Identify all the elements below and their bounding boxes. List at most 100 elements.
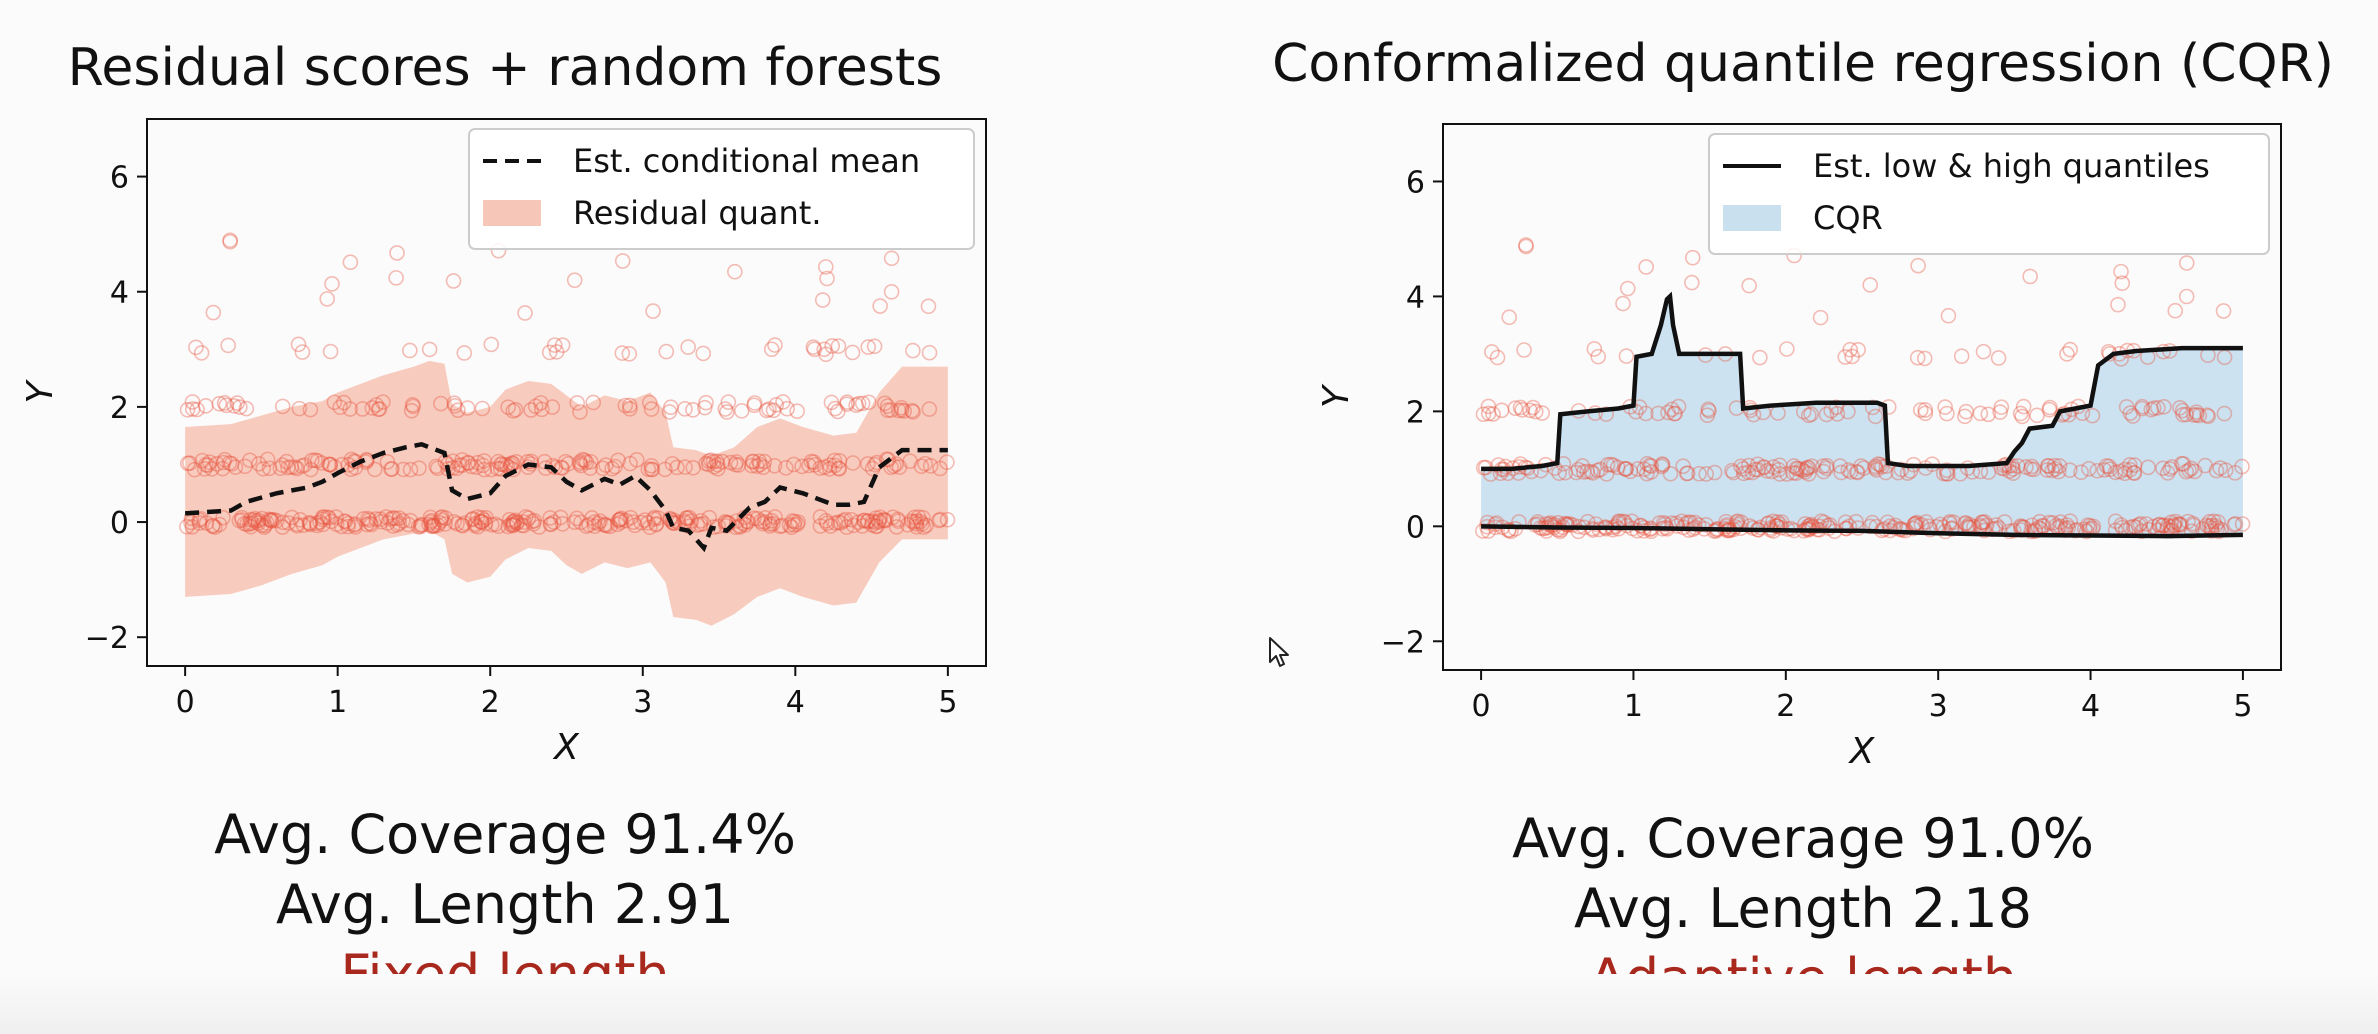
right-scatter-point [1880, 399, 1897, 415]
right-scatter-point [2079, 517, 2096, 534]
left-scatter-point [211, 516, 228, 533]
left-scatter-point [191, 512, 208, 529]
right-scatter-point [1815, 463, 1832, 480]
right-scatter-point [2113, 263, 2129, 280]
right-scatter-point [1666, 405, 1683, 422]
left-scatter-point [333, 518, 350, 535]
left-scatter-point [302, 516, 319, 533]
left-scatter-point [599, 517, 615, 534]
right-scatter-point [2096, 462, 2113, 478]
left-scatter-point [256, 519, 273, 535]
left-scatter-point [389, 245, 405, 261]
right-scatter-point [1629, 461, 1646, 477]
right-scatter-point [1797, 464, 1814, 480]
right-scatter-point [1691, 465, 1707, 482]
left-scatter-point [733, 403, 750, 419]
left-scatter-point [527, 398, 544, 415]
left-scatter-point [449, 515, 465, 532]
left-scatter-point [648, 515, 665, 532]
right-ylabel: Y [1316, 383, 1357, 408]
right-scatter-point [1615, 295, 1631, 312]
right-scatter-point [1750, 461, 1766, 478]
right-scatter-point [1828, 399, 1845, 416]
left-scatter-point [868, 510, 884, 526]
right-scatter-point [2098, 458, 2115, 474]
left-scatter-point [662, 511, 678, 528]
right-scatter-point [1939, 462, 1955, 478]
left-scatter-point [264, 513, 280, 529]
right-scatter-point [1749, 456, 1766, 473]
left-scatter-point [640, 461, 657, 478]
left-scatter-point [883, 402, 899, 418]
left-scatter-point [709, 456, 726, 473]
left-scatter-point [523, 456, 539, 472]
left-scatter-point [692, 512, 709, 529]
right-legend-swatch-band [1723, 205, 1781, 231]
right-scatter-point [1804, 518, 1821, 535]
left-scatter-point [526, 512, 543, 529]
left-scatter-point [827, 457, 843, 474]
right-scatter-point [2107, 464, 2124, 481]
right-scatter-point [2197, 457, 2213, 474]
right-scatter-point [1525, 399, 1541, 416]
right-scatter-point [2156, 398, 2172, 415]
right-scatter-point [1841, 518, 1858, 535]
left-scatter-point [505, 403, 522, 419]
left-scatter-point [765, 402, 782, 419]
left-scatter-point [883, 250, 900, 267]
left-scatter-point [292, 512, 308, 528]
right-scatter-point [2234, 458, 2250, 475]
left-scatter-point [618, 512, 634, 529]
right-scatter-point [1480, 523, 1497, 539]
left-scatter-point [218, 397, 235, 414]
right-scatter-point [1849, 464, 1866, 481]
right-scatter-point [2132, 515, 2149, 532]
left-scatter-point [531, 519, 547, 535]
right-scatter-point [1643, 523, 1660, 539]
left-scatter-point [677, 401, 693, 417]
left-scatter-point [789, 403, 805, 419]
left-scatter-point [614, 345, 631, 361]
left-scatter-point [860, 513, 877, 529]
right-scatter-point [1819, 458, 1835, 474]
left-scatter-point [428, 458, 445, 475]
left-scatter-point [379, 515, 396, 531]
right-scatter-point [1958, 403, 1974, 420]
right-scatter-point [1619, 280, 1636, 297]
left-scatter-point [830, 338, 847, 354]
left-scatter-point [560, 455, 577, 472]
right-scatter-point [2227, 465, 2243, 481]
left-scatter-point [477, 515, 494, 532]
left-scatter-point [456, 515, 473, 531]
right-scatter-point [1799, 459, 1816, 476]
right-scatter-point [1725, 464, 1742, 481]
left-scatter-point [243, 515, 260, 531]
left-scatter-point [913, 458, 930, 474]
left-scatter-point [284, 509, 300, 526]
left-scatter-point [763, 341, 780, 358]
left-scatter-point [790, 514, 806, 530]
left-scatter-point [878, 512, 894, 529]
left-scatter-point [745, 453, 762, 470]
right-scatter-point [1769, 518, 1786, 534]
left-scatter-point [573, 457, 589, 474]
left-scatter-point [596, 517, 613, 533]
left-scatter-point [437, 516, 453, 532]
left-scatter-point [636, 512, 653, 528]
left-scatter-point [355, 510, 372, 527]
left-scatter-point [474, 400, 491, 417]
left-scatter-point [347, 459, 364, 476]
right-scatter-point [2048, 517, 2064, 534]
left-scatter-point [906, 514, 922, 530]
left-scatter-point [612, 511, 629, 528]
right-scatter-point [2155, 517, 2172, 534]
right-scatter-point [1785, 465, 1802, 481]
right-scatter-point [1771, 457, 1788, 474]
left-scatter-point [700, 456, 717, 473]
right-scatter-point [1918, 514, 1934, 530]
left-scatter-point [184, 394, 201, 410]
right-scatter-point [1664, 401, 1680, 418]
right-scatter-point [1516, 342, 1532, 358]
left-scatter-point [319, 291, 335, 307]
left-scatter-point [326, 394, 343, 411]
